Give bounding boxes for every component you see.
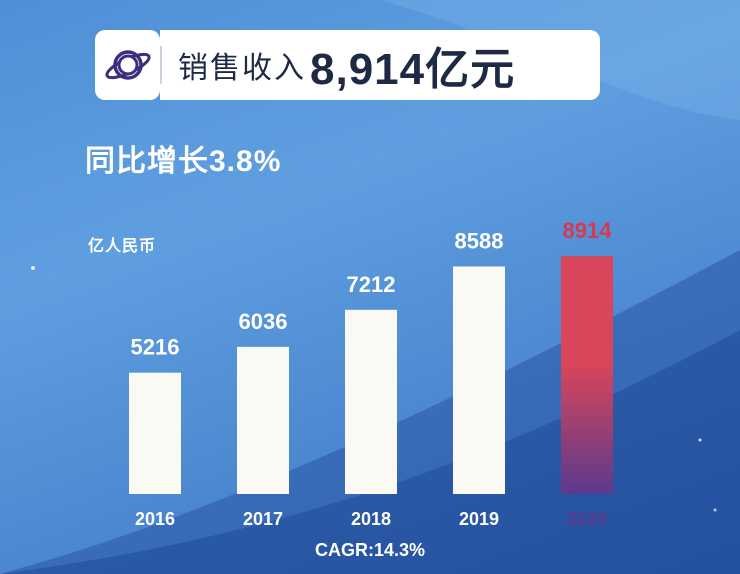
revenue-headline: 销售收入 8,914亿元 xyxy=(160,30,600,100)
cagr-text: CAGR:14.3% xyxy=(314,540,426,560)
bar-2017 xyxy=(237,346,289,494)
headline-value: 8,914亿元 xyxy=(310,45,516,94)
unit-label: 亿人民币 xyxy=(88,238,157,255)
x-tick-label-2020: 2020 xyxy=(567,509,607,529)
x-tick-label-2016: 2016 xyxy=(135,509,175,529)
planet-ring-icon xyxy=(104,50,151,80)
bar-2019 xyxy=(453,266,505,494)
data-label-2018: 7212 xyxy=(347,272,396,297)
data-label-2019: 8588 xyxy=(455,228,504,253)
data-label-2020: 8914 xyxy=(563,218,613,243)
x-tick-label-2018: 2018 xyxy=(351,509,391,529)
headline-label: 销售收入 xyxy=(178,52,306,85)
bar-2018 xyxy=(345,309,397,494)
brand-logo xyxy=(95,30,160,100)
x-tick-label-2017: 2017 xyxy=(243,509,283,529)
bar-2016 xyxy=(129,372,181,494)
x-tick-label-2019: 2019 xyxy=(459,509,499,529)
bar-2020 xyxy=(561,256,613,494)
data-label-2016: 5216 xyxy=(131,335,180,360)
data-label-2017: 6036 xyxy=(239,309,288,334)
yoy-growth-text: 同比增长3.8% xyxy=(85,145,282,178)
